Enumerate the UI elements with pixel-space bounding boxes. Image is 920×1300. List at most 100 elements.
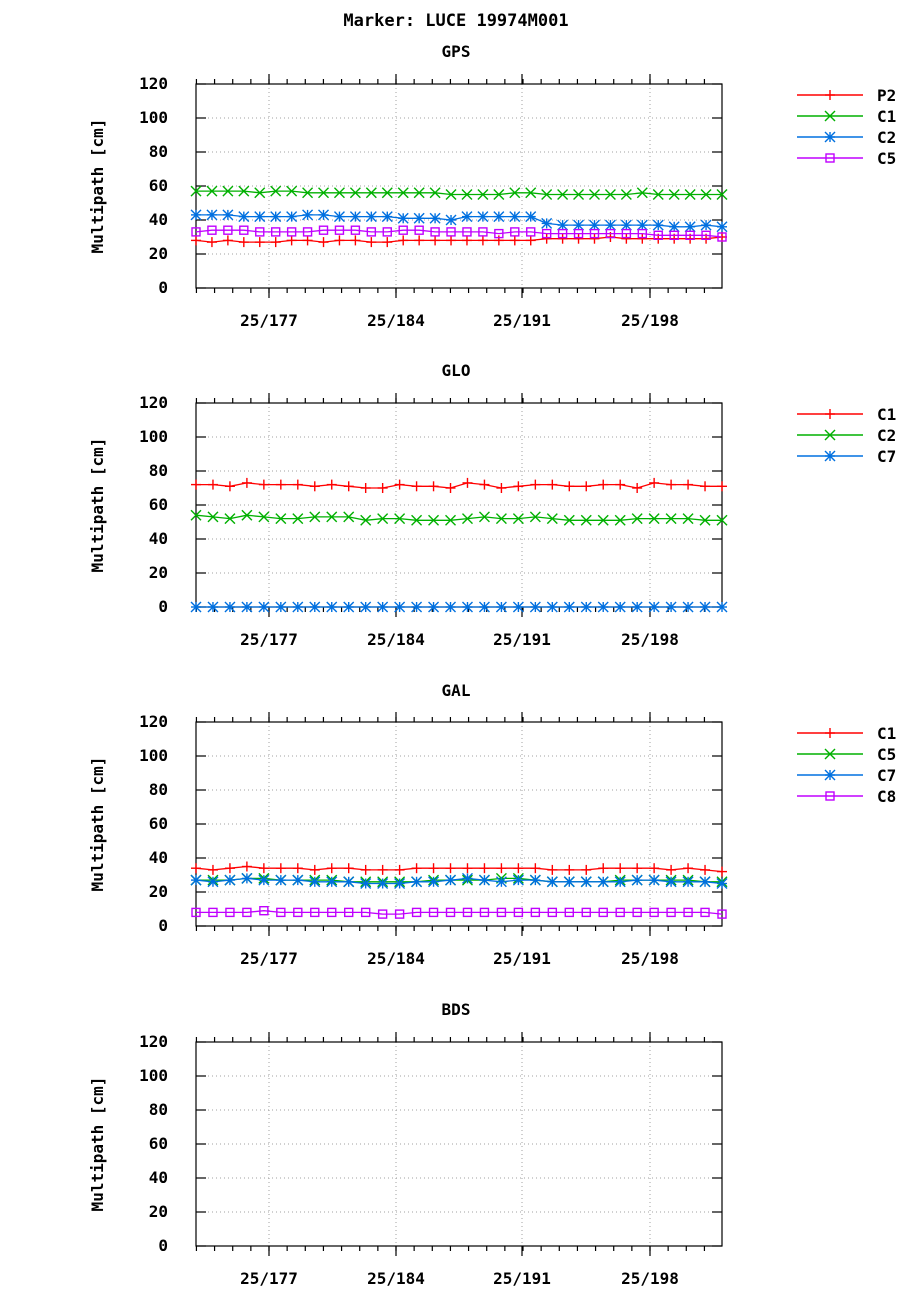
data-point [275, 874, 287, 886]
data-point [270, 185, 282, 197]
data-point [222, 185, 234, 197]
data-point [318, 209, 330, 221]
data-point [239, 225, 249, 235]
data-point [429, 212, 441, 224]
data-point [683, 479, 694, 490]
y-tick-label: 100 [139, 108, 168, 127]
data-point [275, 513, 287, 525]
data-point [326, 601, 338, 613]
data-point [462, 227, 472, 237]
data-point [563, 514, 575, 526]
data-point [259, 906, 269, 916]
panel-title: BDS [442, 1000, 471, 1019]
x-tick-label: 25/184 [367, 1269, 425, 1288]
data-point [445, 514, 457, 526]
data-point [477, 235, 488, 246]
data-point [350, 235, 361, 246]
data-point [700, 219, 712, 231]
data-point [258, 874, 270, 886]
y-tick-label: 80 [149, 461, 168, 480]
data-point [275, 863, 286, 874]
data-point [717, 232, 727, 242]
data-point [649, 863, 660, 874]
legend-marker [825, 791, 835, 801]
data-point [615, 479, 626, 490]
data-point [445, 863, 456, 874]
data-point [479, 907, 490, 918]
data-point [580, 876, 592, 888]
data-point [581, 864, 592, 875]
panel-glo: GLO 0 20 40 60 80 100 120 25/177 25/184 25/191 25/1… [88, 361, 896, 649]
plot-frame [195, 1041, 723, 1247]
data-point [581, 907, 591, 918]
data-point [394, 864, 405, 875]
data-point [597, 601, 609, 613]
legend-marker [824, 748, 836, 760]
data-point [717, 866, 727, 877]
data-point [445, 214, 457, 226]
data-point [513, 481, 524, 492]
series-line [195, 229, 723, 238]
y-axis-label: Multipath [cm] [88, 757, 107, 892]
data-point [563, 876, 575, 888]
data-point [685, 230, 695, 241]
data-point [223, 225, 233, 235]
data-point [398, 225, 408, 235]
data-point [461, 513, 473, 525]
data-point [496, 483, 507, 493]
series-line [196, 910, 723, 915]
data-point [428, 481, 439, 492]
data-point [461, 235, 472, 246]
panel-gps: GPS 0 20 40 60 80 100 120 25/177 25/184 25/191 25/1… [88, 42, 896, 330]
series-line [196, 190, 722, 196]
data-point [530, 479, 541, 490]
data-point [699, 876, 711, 888]
y-tick-label: 40 [149, 848, 168, 867]
legend-entry: C2 [797, 128, 896, 147]
data-point [411, 907, 422, 918]
data-point [394, 601, 406, 613]
data-point [462, 907, 473, 918]
data-point [270, 237, 281, 248]
y-tick-label: 40 [149, 1168, 168, 1187]
data-point [666, 907, 676, 918]
data-point [496, 907, 507, 918]
data-point [700, 864, 711, 875]
data-point [493, 211, 505, 223]
data-point [547, 864, 558, 875]
x-tick-label: 25/191 [493, 630, 551, 649]
data-point [309, 876, 321, 888]
data-point [224, 874, 236, 886]
data-point [445, 907, 456, 918]
legend-entry: C1 [797, 107, 896, 126]
data-point [496, 863, 507, 874]
data-point [207, 876, 219, 888]
data-point [318, 237, 329, 248]
data-point [573, 189, 585, 200]
data-point [614, 514, 626, 526]
data-point [344, 907, 354, 918]
data-point [428, 601, 440, 613]
legend-marker [824, 450, 836, 462]
data-point [478, 874, 490, 886]
data-point [717, 481, 727, 492]
data-point [684, 189, 696, 200]
legend-entry: C7 [797, 766, 896, 785]
data-point [270, 227, 281, 237]
data-point [526, 227, 536, 237]
data-point [394, 878, 406, 889]
data-point [224, 481, 235, 492]
data-point [350, 225, 361, 235]
data-point [648, 513, 660, 525]
data-point [615, 863, 626, 874]
data-point [653, 230, 663, 241]
data-point [428, 907, 439, 918]
legend-marker [824, 429, 836, 441]
x-tick-label: 25/184 [367, 949, 425, 968]
legend-label: C8 [877, 787, 896, 806]
data-point [241, 872, 253, 884]
data-point [377, 513, 389, 525]
data-point [411, 863, 422, 874]
data-point [478, 601, 490, 613]
